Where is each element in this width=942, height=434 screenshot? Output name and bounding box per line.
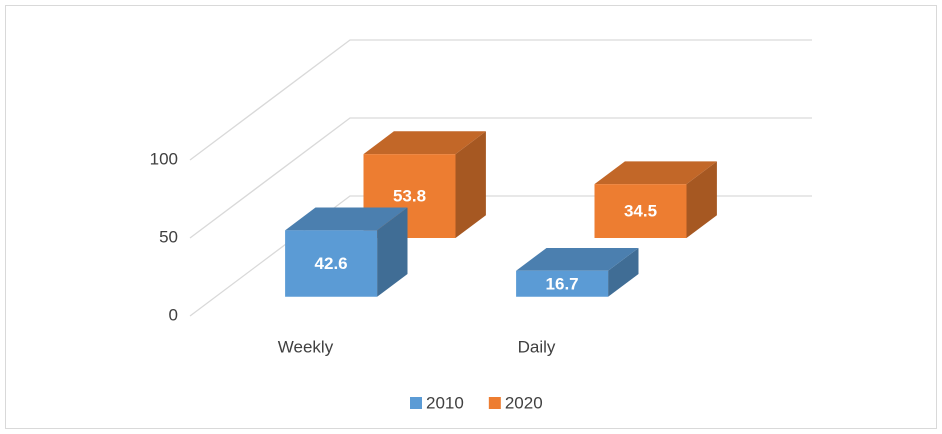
bar-front bbox=[285, 230, 378, 297]
bar-top bbox=[516, 247, 639, 271]
bar-front bbox=[516, 270, 609, 297]
legend-label: 2010 bbox=[426, 393, 464, 412]
grid-line bbox=[189, 117, 812, 239]
value-label: 42.6 bbox=[315, 254, 348, 273]
legend-swatch bbox=[488, 397, 501, 409]
legend-label: 2020 bbox=[505, 393, 543, 412]
bar-side bbox=[686, 161, 717, 238]
grid-line bbox=[189, 39, 812, 161]
bar bbox=[285, 207, 408, 297]
bar-top bbox=[363, 131, 486, 155]
bar-side bbox=[455, 131, 486, 238]
y-tick-label: 0 bbox=[169, 305, 178, 324]
bar-side bbox=[608, 247, 639, 297]
bar-top bbox=[285, 207, 408, 231]
bar-top bbox=[594, 161, 717, 185]
x-tick-label: Weekly bbox=[278, 337, 334, 356]
value-label: 34.5 bbox=[624, 202, 657, 221]
value-label: 16.7 bbox=[546, 274, 579, 293]
y-tick-label: 50 bbox=[159, 227, 178, 246]
value-label: 53.8 bbox=[393, 187, 426, 206]
legend-swatch bbox=[410, 397, 422, 409]
bar-front bbox=[594, 184, 687, 238]
y-tick-label: 100 bbox=[150, 149, 178, 168]
bar-side bbox=[377, 207, 408, 297]
x-tick-label: Daily bbox=[518, 337, 556, 356]
bar bbox=[516, 247, 639, 297]
bar bbox=[594, 161, 717, 238]
